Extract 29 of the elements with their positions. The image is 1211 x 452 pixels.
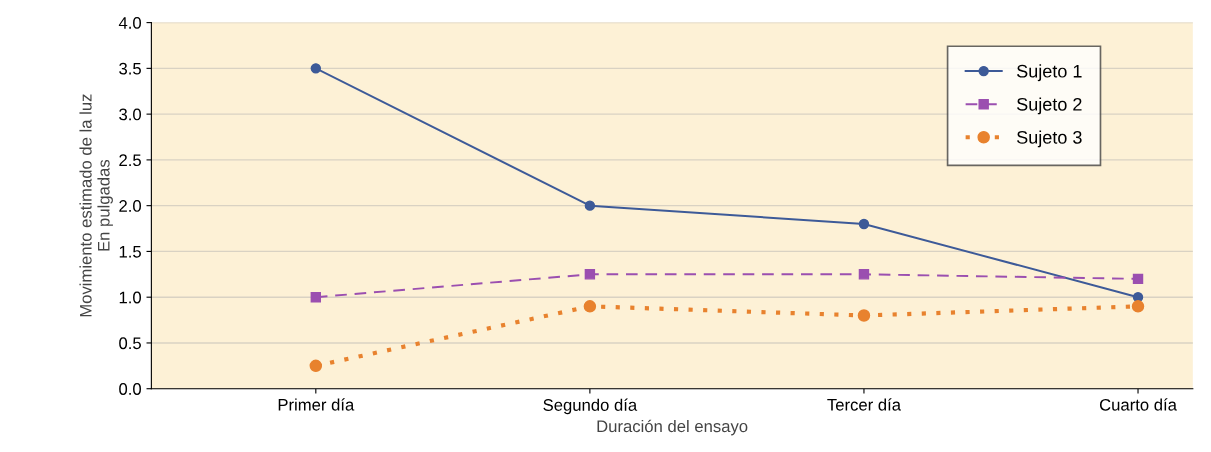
y-tick-label: 2.5 bbox=[119, 154, 141, 167]
y-tick-label: 0.5 bbox=[119, 337, 141, 350]
point bbox=[584, 269, 596, 280]
y-tick-label: 4.0 bbox=[118, 17, 141, 29]
point bbox=[583, 300, 597, 313]
x-tick-label: Cuarto día bbox=[1099, 398, 1177, 411]
y-tick-label: 3.0 bbox=[119, 108, 141, 121]
point bbox=[309, 359, 323, 373]
point bbox=[310, 63, 322, 74]
point bbox=[1132, 273, 1144, 285]
legend-label: Sujeto 1 bbox=[1017, 64, 1082, 82]
y-tick-label: 1.0 bbox=[119, 291, 141, 304]
y-axis-title: Movimiento estimado de la luz En pulgadas bbox=[79, 94, 113, 317]
legend-label: Sujeto 2 bbox=[1017, 97, 1082, 115]
x-tick-label: Primer día bbox=[278, 398, 355, 411]
x-tick-label: Segundo día bbox=[543, 398, 638, 415]
point bbox=[310, 291, 322, 303]
x-tick-label: Tercer día bbox=[827, 398, 901, 411]
y-tick-label: 3.5 bbox=[119, 62, 141, 75]
point bbox=[858, 218, 870, 230]
point bbox=[584, 200, 596, 211]
y-tick-label: 1.5 bbox=[119, 246, 141, 258]
y-tick-label: 2.0 bbox=[119, 200, 141, 212]
point bbox=[1131, 300, 1145, 313]
point bbox=[858, 269, 870, 280]
legend-label: Sujeto 3 bbox=[1017, 130, 1082, 148]
x-axis-title: Duración del ensayo bbox=[597, 419, 748, 436]
point bbox=[857, 309, 871, 322]
y-tick-label: 0.0 bbox=[119, 383, 141, 395]
